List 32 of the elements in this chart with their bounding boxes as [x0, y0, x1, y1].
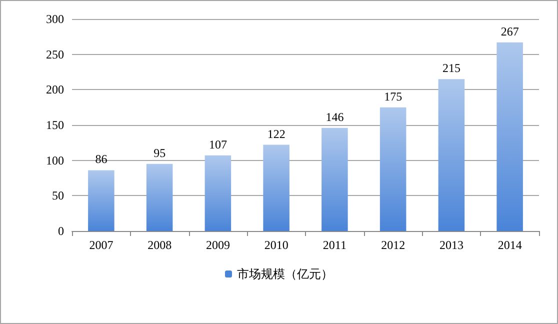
x-tick-label: 2011 — [322, 238, 346, 252]
bar — [380, 107, 406, 231]
y-tick-label: 150 — [46, 118, 64, 132]
data-label: 146 — [326, 110, 344, 124]
data-label: 86 — [95, 152, 108, 166]
bar — [204, 155, 232, 231]
data-label: 175 — [384, 89, 402, 104]
x-tick-label: 2007 — [89, 238, 114, 252]
x-tick-label: 2013 — [439, 238, 464, 252]
x-tick-label: 2014 — [498, 238, 522, 252]
y-tick-label: 250 — [46, 47, 64, 62]
data-label: 95 — [154, 146, 166, 160]
x-tick-label: 2010 — [264, 238, 288, 252]
bar — [146, 164, 173, 231]
x-tick-label: 2012 — [381, 238, 406, 252]
y-tick-label: 300 — [46, 12, 64, 26]
legend-label: 市场规模（亿元） — [237, 267, 333, 281]
y-tick-label: 200 — [46, 82, 64, 97]
y-tick-label: 100 — [46, 153, 64, 168]
bar — [438, 79, 465, 231]
data-label: 107 — [208, 137, 227, 152]
bar — [88, 170, 114, 231]
x-tick-label: 2008 — [148, 238, 172, 252]
bar — [263, 144, 290, 231]
data-label: 122 — [267, 126, 286, 141]
y-tick-label: 0 — [58, 224, 64, 238]
bar — [322, 128, 348, 231]
y-tick-label: 50 — [52, 188, 64, 203]
x-tick-label: 2009 — [206, 238, 230, 252]
bar — [496, 42, 523, 231]
data-label: 267 — [500, 24, 519, 38]
data-label: 215 — [442, 61, 460, 76]
